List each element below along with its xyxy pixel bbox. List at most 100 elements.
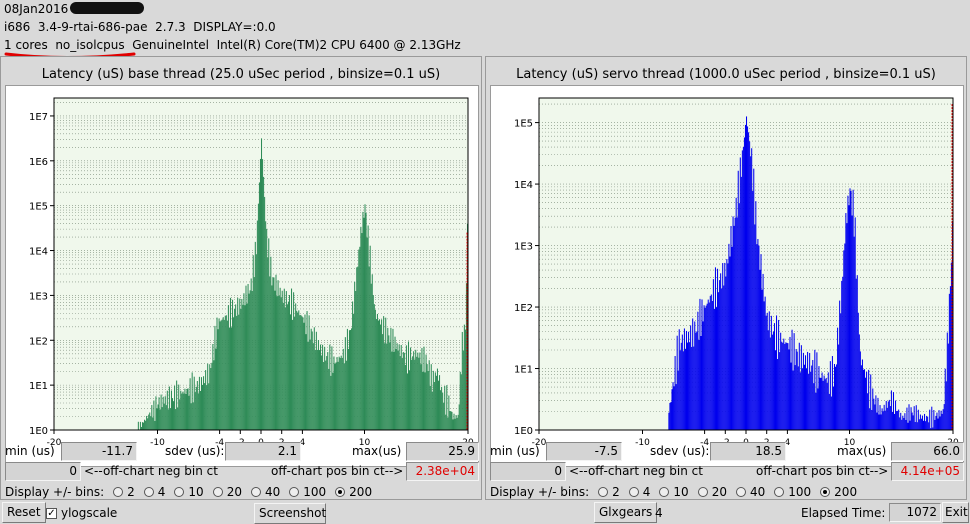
exit-button[interactable]: Exit — [942, 502, 969, 523]
bins-radio-100[interactable]: 100 — [774, 485, 811, 499]
histogram-bar — [709, 295, 711, 430]
screenshot-button[interactable]: Screenshot — [254, 503, 326, 524]
histogram-bar — [284, 307, 286, 430]
histogram-bar — [849, 188, 851, 430]
histogram-bar — [259, 158, 261, 430]
histogram-bar — [269, 276, 271, 430]
histogram-bar — [827, 372, 829, 430]
histogram-bar — [286, 304, 288, 430]
histogram-bar — [152, 417, 154, 430]
x-tick-label: -10 — [150, 438, 165, 448]
histogram-bar — [412, 356, 414, 430]
histogram-bar — [901, 419, 903, 430]
histogram-bar — [462, 350, 464, 430]
bins-radio-2[interactable]: 2 — [598, 485, 620, 499]
histogram-bar — [727, 263, 729, 430]
histogram-bar — [376, 313, 378, 430]
bins-radio-20[interactable]: 20 — [212, 485, 242, 499]
bins-radio-10[interactable]: 10 — [174, 485, 204, 499]
histogram-bar — [761, 289, 763, 430]
histogram-bar — [853, 236, 855, 430]
ylogscale-checkbox[interactable]: ✓ ylogscale — [46, 506, 117, 520]
radio-circle-icon — [659, 487, 670, 497]
bins-radio-200[interactable]: 200 — [820, 485, 857, 499]
x-tick-label: -20 — [532, 438, 547, 448]
histogram-bar — [206, 385, 208, 430]
histogram-bar — [180, 390, 182, 430]
histogram-bar — [411, 359, 413, 430]
histogram-bar — [433, 382, 435, 430]
base-thread-plot: 1E01E11E21E31E41E51E61E7-20-10-4-2024102… — [5, 85, 479, 467]
bins-radio-10[interactable]: 10 — [659, 485, 689, 499]
histogram-bar — [257, 203, 259, 430]
histogram-bar — [176, 380, 178, 430]
bins-radio-4[interactable]: 4 — [143, 485, 165, 499]
histogram-bar — [446, 385, 448, 430]
histogram-bar — [811, 365, 813, 430]
histogram-bar — [784, 343, 786, 430]
max-value: 66.0 — [891, 442, 964, 461]
histogram-bar — [839, 300, 841, 430]
histogram-bar — [898, 409, 900, 430]
histogram-bar — [718, 292, 720, 430]
histogram-bar — [435, 375, 437, 430]
histogram-bar — [441, 386, 443, 430]
histogram-bar — [725, 276, 727, 430]
histogram-bar — [687, 342, 689, 430]
histogram-bar — [148, 414, 150, 430]
histogram-bar — [738, 203, 740, 430]
histogram-bar — [740, 176, 742, 430]
pos-bin-count: 4.14e+05 — [891, 462, 964, 481]
bins-radio-4[interactable]: 4 — [628, 485, 650, 499]
glxgears-button[interactable]: Glxgears — [594, 502, 658, 523]
histogram-bar — [785, 342, 787, 430]
bins-radio-2[interactable]: 2 — [113, 485, 135, 499]
reset-button[interactable]: Reset — [2, 502, 46, 523]
histogram-bar — [431, 391, 433, 430]
bins-radio-20[interactable]: 20 — [697, 485, 727, 499]
histogram-bar — [249, 290, 251, 430]
histogram-bar — [750, 156, 752, 430]
bins-radio-40[interactable]: 40 — [735, 485, 765, 499]
radio-circle-icon — [113, 487, 124, 497]
histogram-bar — [797, 366, 799, 430]
histogram-bar — [918, 419, 920, 430]
histogram-bar — [272, 277, 274, 430]
histogram-bar — [289, 314, 292, 430]
histogram-bar — [701, 299, 703, 430]
histogram-bar — [860, 365, 862, 430]
histogram-bar — [308, 315, 310, 430]
histogram-bar — [222, 317, 224, 430]
histogram-bar — [906, 407, 908, 430]
histogram-bar — [816, 352, 818, 430]
histogram-bar — [309, 339, 311, 430]
histogram-bar — [782, 342, 784, 430]
histogram-bar — [386, 343, 388, 430]
radio-circle-icon — [735, 487, 746, 497]
display-bins-row: Display +/- bins: 2 4 10 20 40 100 200 — [490, 485, 857, 499]
histogram-bar — [840, 313, 842, 430]
histogram-bar — [883, 404, 885, 430]
histogram-bar — [261, 138, 263, 430]
bins-radio-200[interactable]: 200 — [335, 485, 372, 499]
histogram-bar — [329, 344, 331, 430]
x-tick-label: 10 — [359, 438, 371, 448]
sdev-label: sdev (us): — [650, 444, 710, 458]
histogram-bar — [872, 388, 874, 430]
histogram-bar — [335, 362, 337, 430]
histogram-bar — [355, 291, 357, 430]
histogram-bar — [859, 351, 861, 430]
histogram-bar — [747, 126, 749, 430]
histogram-bar — [218, 318, 220, 430]
histogram-bar — [140, 426, 142, 430]
histogram-bar — [448, 395, 450, 430]
histogram-bar — [682, 351, 684, 430]
histogram-bar — [166, 390, 168, 430]
histogram-bar — [280, 297, 282, 430]
histogram-bar — [193, 376, 195, 430]
histogram-bar — [267, 257, 269, 430]
histogram-bar — [141, 422, 144, 430]
bins-radio-40[interactable]: 40 — [250, 485, 280, 499]
histogram-bar — [230, 327, 233, 430]
bins-radio-100[interactable]: 100 — [289, 485, 326, 499]
